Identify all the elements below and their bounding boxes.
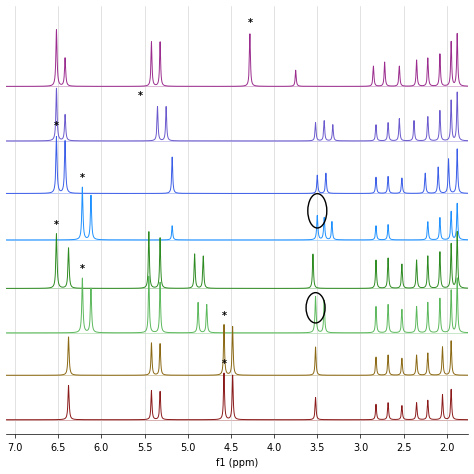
Text: *: *: [221, 359, 227, 369]
Text: *: *: [80, 173, 85, 183]
Text: *: *: [138, 91, 143, 100]
X-axis label: f1 (ppm): f1 (ppm): [216, 458, 258, 468]
Text: *: *: [221, 311, 227, 321]
Text: *: *: [247, 18, 253, 28]
Text: *: *: [80, 264, 85, 274]
Text: *: *: [54, 121, 59, 131]
Text: *: *: [54, 220, 59, 230]
